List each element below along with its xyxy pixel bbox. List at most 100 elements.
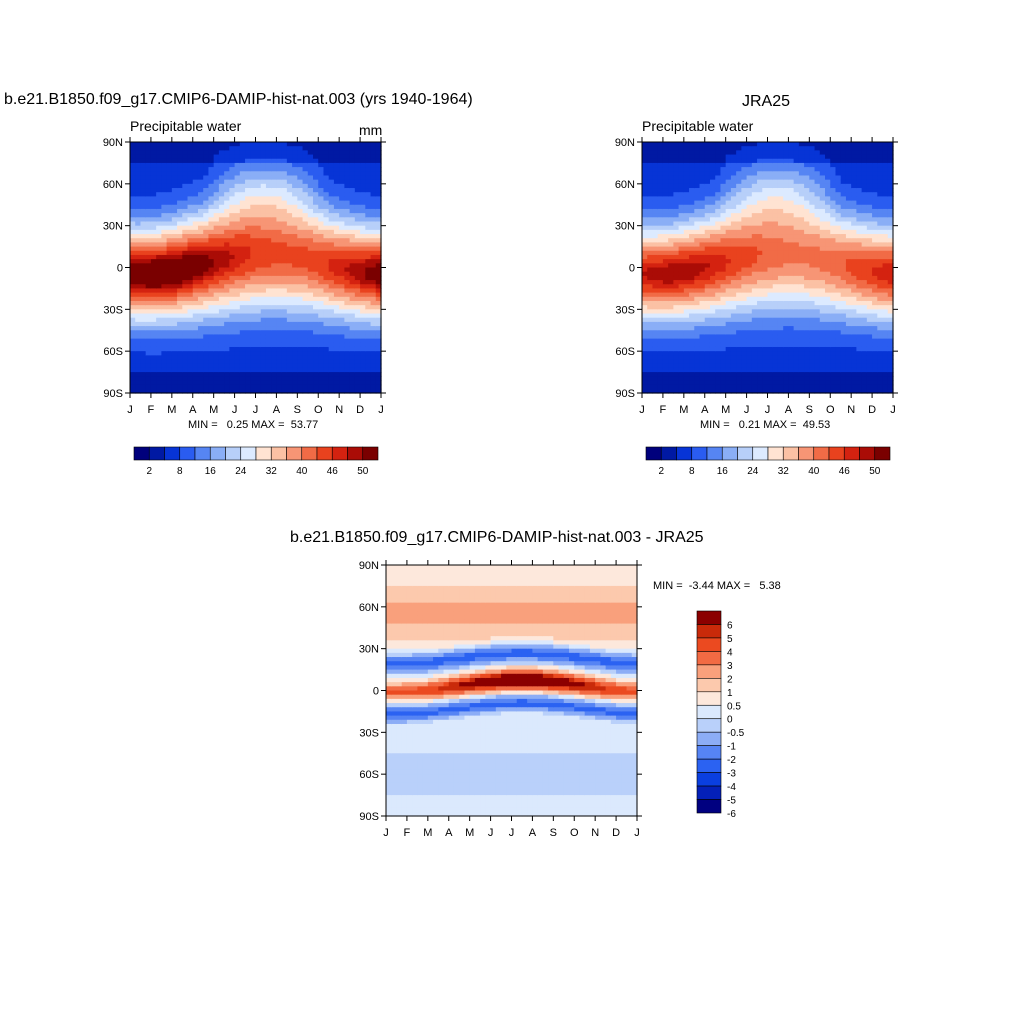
panel1-xtick-label: A [189,404,197,416]
panel2-colorbar-swatch [737,446,754,461]
panel1-colorbar-swatch [316,446,333,461]
panel2-colorbar-label: 24 [747,466,759,477]
panel2-xtick-label: D [868,404,876,416]
panel1-ytick-label: 90N [103,137,123,149]
panel2-colorbar-label: 50 [869,466,881,477]
panel3-colorbar-label: 3 [727,661,733,672]
panel2-left-label: Precipitable water [642,118,754,134]
panel3-ytick-label: 60S [359,769,379,781]
panel2-xtick-label: J [744,404,750,416]
panel2-colorbar-swatch [691,446,708,461]
panel1-colorbar-swatch [194,446,211,461]
panel3-colorbar-label: 1 [727,688,733,699]
panel1-xtick-label: J [253,404,259,416]
panel2-ytick-label: 60S [615,346,635,358]
panel1-colorbar-label: 8 [177,466,183,477]
panel2-title: JRA25 [742,93,791,110]
panel2-colorbar-swatch [874,446,891,461]
panel3-colorbar-label: -2 [727,755,736,766]
panel2-ytick-label: 90S [615,388,635,400]
panel1-colorbar-label: 2 [146,466,152,477]
panel3-xtick-label: D [612,827,620,839]
panel1-colorbar-swatch [133,446,150,461]
panel3-colorbar-swatch [696,745,722,760]
panel1-colorbar-label: 32 [266,466,278,477]
panel2-ytick-label: 90N [615,137,635,149]
panel3-ytick-label: 90N [359,560,379,572]
panel3-ytick-label: 60N [359,602,379,614]
panel2-colorbar-swatch [752,446,769,461]
panel2-colorbar-swatch [706,446,723,461]
panel2-colorbar-label: 16 [717,466,729,477]
panel2-colorbar-swatch [782,446,799,461]
panel3-ytick-label: 30S [359,727,379,739]
panel1-xtick-label: D [356,404,364,416]
panel3-colorbar-label: 5 [727,634,733,645]
panel1-units: mm [359,122,383,138]
panel1-xtick-label: O [314,404,323,416]
panel2-colorbar-label: 2 [658,466,664,477]
panel2-ytick-label: 30N [615,221,635,233]
panel2-colorbar-label: 46 [839,466,851,477]
panel1-ytick-label: 60N [103,179,123,191]
panel3-colorbar-label: -5 [727,796,736,807]
panel2-field [642,142,894,394]
panel2-colorbar-swatch [798,446,815,461]
panel3-ytick-label: 0 [373,686,379,698]
panel2-xtick-label: J [765,404,771,416]
panel2-xtick-label: J [639,404,645,416]
panel1-colorbar-label: 24 [235,466,247,477]
panel3-ytick-label: 90S [359,811,379,823]
panel2-colorbar-swatch [859,446,876,461]
panel1-xtick-label: F [148,404,155,416]
panel1-colorbar-swatch [286,446,303,461]
panel2-xtick-label: A [785,404,793,416]
panel3-xtick-label: J [509,827,515,839]
panel2-colorbar-swatch [828,446,845,461]
panel3-xtick-label: J [634,827,640,839]
panel2-colorbar-label: 8 [689,466,695,477]
panel3-colorbar-label: -4 [727,782,736,793]
panel1-xtick-label: A [273,404,281,416]
panel1-title: b.e21.B1850.f09_g17.CMIP6-DAMIP-hist-nat… [4,91,473,108]
panel1-ytick-label: 30S [103,304,123,316]
panel2-xtick-label: S [806,404,813,416]
panel3-colorbar-label: 4 [727,647,733,658]
panel2-colorbar-swatch [721,446,738,461]
panel3-colorbar-swatch [696,758,722,773]
panel3-colorbar-swatch [696,718,722,733]
panel2-colorbar-label: 32 [778,466,790,477]
panel3-xtick-label: F [404,827,411,839]
panel2-ytick-label: 60N [615,179,635,191]
panel3-colorbar-label: -1 [727,742,736,753]
panel3-colorbar-swatch [696,610,722,625]
panel2-colorbar-swatch [843,446,860,461]
panel2-xtick-label: O [826,404,835,416]
panel3-colorbar-label: 0 [727,715,733,726]
panel3-colorbar-label: 2 [727,674,733,685]
panel3-xtick-label: N [591,827,599,839]
panel3-minmax: MIN = -3.44 MAX = 5.38 [653,580,781,592]
panel2-colorbar-swatch [767,446,784,461]
panel1-xtick-label: J [378,404,384,416]
panel2-xtick-label: N [847,404,855,416]
panel1-xtick-label: N [335,404,343,416]
panel1-left-label: Precipitable water [130,118,242,134]
panel2-ytick-label: 30S [615,304,635,316]
panel1-ytick-label: 0 [117,263,123,275]
panel3-xtick-label: S [550,827,557,839]
panel3-xtick-label: A [445,827,453,839]
panel1-xtick-label: M [167,404,176,416]
panel1-colorbar-swatch [362,446,379,461]
panel3-xtick-label: J [488,827,494,839]
panel3-colorbar-label: 6 [727,620,733,631]
panel1-colorbar-swatch [148,446,165,461]
panel2-colorbar-swatch [660,446,677,461]
panel3-xtick-label: M [423,827,432,839]
panel1-minmax: MIN = 0.25 MAX = 53.77 [188,419,319,431]
panel1-colorbar-label: 50 [357,466,369,477]
panel3-ytick-label: 30N [359,644,379,656]
panel1-colorbar-swatch [331,446,348,461]
panel3-colorbar-swatch [696,637,722,652]
panel2-colorbar-swatch [813,446,830,461]
